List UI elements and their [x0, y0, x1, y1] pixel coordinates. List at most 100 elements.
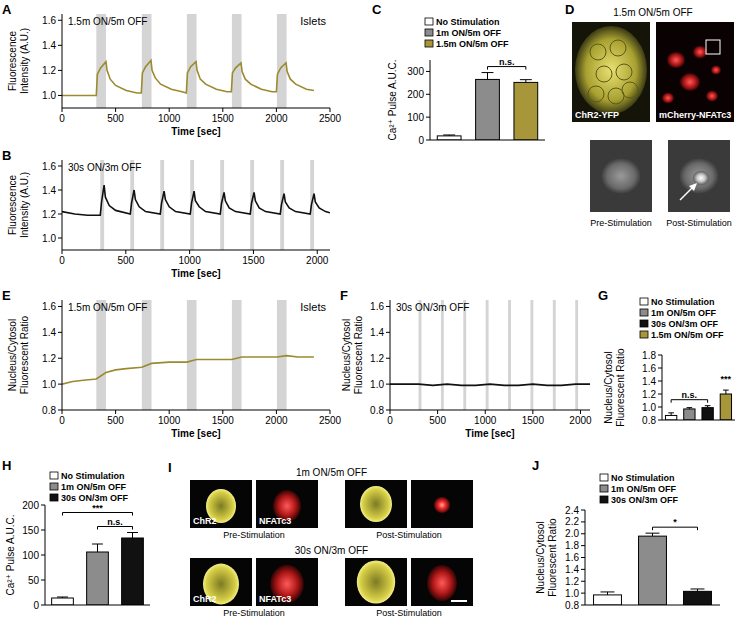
- panel-letter: H: [2, 458, 11, 473]
- bar: [684, 591, 712, 605]
- cell: [662, 93, 674, 104]
- y-tick-label: 200: [22, 500, 39, 511]
- y-tick: [581, 569, 585, 570]
- image-frame: [345, 558, 407, 606]
- significance-label: n.s.: [682, 390, 698, 400]
- y-tick: [41, 505, 45, 506]
- bar: [639, 536, 667, 605]
- x-tick: [532, 410, 533, 414]
- image-title: 1m ON/5m OFF: [296, 467, 367, 478]
- legend-label: 1m ON/5m OFF: [61, 482, 127, 492]
- x-tick: [580, 410, 581, 414]
- x-tick: [437, 410, 438, 414]
- y-axis-label: Fluorescent Ratio: [19, 315, 30, 394]
- significance-label: n.s.: [499, 57, 515, 67]
- y-tick-label: 0.8: [642, 415, 656, 426]
- y-tick-label: 1.6: [42, 301, 56, 312]
- image-label: ChR2-YFP: [575, 110, 619, 120]
- y-tick-label: 1.0: [565, 588, 579, 599]
- image-caption: Pre-Stimulation: [223, 530, 285, 540]
- y-tick: [41, 605, 45, 606]
- y-tick-label: 150: [22, 525, 39, 536]
- panel-letter: D: [565, 2, 574, 17]
- stimulus-band: [553, 300, 556, 410]
- significance-bracket: [488, 67, 526, 70]
- image-title: 1.5m ON/5m OFF: [613, 7, 692, 18]
- y-tick-label: 1.2: [565, 576, 579, 587]
- zoom-cell: [679, 158, 719, 194]
- legend-label: 30s ON/3m OFF: [61, 493, 129, 503]
- panel-letter: F: [340, 288, 348, 303]
- x-tick-label: 2500: [319, 415, 342, 426]
- y-tick: [581, 521, 585, 522]
- y-tick: [58, 70, 62, 71]
- annotation: 1.5m ON/5m OFF: [68, 302, 147, 313]
- stimulus-band: [96, 14, 106, 108]
- y-axis-label: Fluorescent Ratio: [353, 315, 364, 394]
- x-tick-label: 0: [59, 113, 65, 124]
- image-label: ChR2: [193, 516, 217, 526]
- x-axis: [45, 605, 150, 606]
- y-tick-label: 2.0: [565, 528, 579, 539]
- annotation: 30s ON/3m OFF: [396, 302, 469, 313]
- x-tick-label: 2000: [265, 113, 288, 124]
- y-tick-label: 1.8: [642, 350, 656, 361]
- nfat-cell: [427, 565, 457, 601]
- y-tick: [658, 355, 662, 356]
- image-caption: Pre-Stimulation: [223, 608, 285, 618]
- y-axis-label: Fluorescence: [7, 175, 18, 235]
- significance-bracket: [653, 527, 698, 530]
- y-axis-label: Ca²⁺ Pulse A.U.C.: [5, 515, 16, 596]
- y-axis: [430, 60, 431, 140]
- y-tick-label: 200: [407, 89, 424, 100]
- y-tick-label: 1.4: [642, 376, 656, 387]
- bar: [594, 595, 622, 605]
- y-tick-label: 1.6: [370, 301, 384, 312]
- image-frame: [572, 22, 650, 122]
- y-tick-label: 1.8: [565, 540, 579, 551]
- stimulus-band: [96, 300, 106, 410]
- y-tick-label: 1.4: [42, 327, 56, 338]
- y-axis-label: Nucleus/Cytosol: [7, 319, 18, 391]
- cell-outline: [616, 64, 632, 80]
- y-tick-label: 2.2: [565, 516, 579, 527]
- legend-swatch: [50, 483, 58, 490]
- cell-outline: [590, 44, 606, 60]
- error-bar: [687, 408, 693, 409]
- image-label: NFATc3: [259, 594, 291, 604]
- y-tick: [581, 510, 585, 511]
- trace: [62, 60, 314, 95]
- y-axis-label: Fluorescent Ratio: [615, 348, 626, 427]
- x-tick: [169, 108, 170, 112]
- annotation: Islets: [300, 15, 326, 27]
- error-bar: [482, 73, 494, 80]
- x-axis: [62, 108, 330, 109]
- legend-swatch: [640, 320, 648, 327]
- image-caption: Post-Stimulation: [376, 530, 442, 540]
- x-axis: [662, 420, 735, 421]
- x-tick: [253, 250, 254, 254]
- legend-label: 1m ON/5m OFF: [436, 28, 502, 38]
- islet: [575, 26, 647, 114]
- error-bar: [92, 544, 103, 552]
- y-axis: [662, 355, 663, 420]
- x-axis: [62, 250, 330, 251]
- trace: [62, 356, 314, 384]
- y-tick: [58, 306, 62, 307]
- panel-letter: A: [2, 2, 12, 17]
- zoom-box: [706, 40, 720, 54]
- panel-letter: G: [598, 288, 608, 303]
- image-frame: [190, 480, 252, 528]
- y-axis-label: Intensity (A.U.): [19, 28, 30, 94]
- cell: [711, 66, 721, 75]
- y-tick-label: 2.4: [565, 505, 579, 516]
- x-tick-label: 1500: [242, 255, 265, 266]
- x-tick: [276, 410, 277, 414]
- x-tick: [276, 108, 277, 112]
- x-tick: [390, 410, 391, 414]
- x-tick-label: 500: [429, 415, 446, 426]
- legend-label: No Stimulation: [651, 297, 715, 307]
- y-tick: [426, 140, 430, 141]
- legend-swatch: [50, 472, 58, 479]
- y-tick-label: 0.8: [565, 600, 579, 611]
